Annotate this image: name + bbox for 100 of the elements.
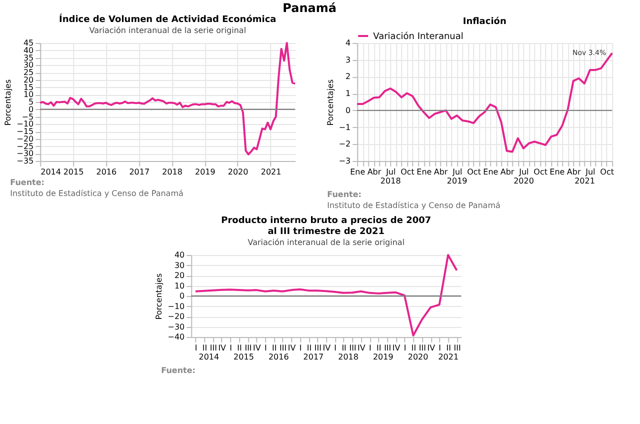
y-tick-label: 0	[180, 292, 185, 300]
x-tick-label: III	[384, 344, 392, 352]
x-tick-label: III	[349, 344, 356, 352]
x-tick-label: III	[210, 344, 217, 352]
line-series	[39, 42, 296, 156]
text: Variación Interanual	[373, 31, 464, 42]
y-tick-label: −35	[16, 156, 34, 166]
x-tick-label: II	[411, 344, 416, 352]
x-tick-label: III	[454, 344, 461, 352]
x-tick-label: 2014	[40, 168, 61, 176]
x-tick-label: Abr	[500, 168, 515, 176]
y-tick-label: −20	[16, 134, 34, 144]
x-tick-label: 2018	[162, 168, 182, 176]
y-tick-label: 20	[174, 271, 185, 280]
x2-tick-label: 2020	[514, 176, 534, 186]
x-tick-label: Abr	[566, 168, 582, 176]
y-tick-label: 10	[174, 281, 185, 290]
line-series	[194, 254, 458, 336]
y-axis-title: Porcentajes	[154, 273, 164, 320]
x-tick-label: 2020	[228, 168, 248, 176]
source-note: Fuente:	[10, 178, 44, 187]
y-tick-label: 3	[346, 55, 351, 64]
text: Panamá	[282, 1, 336, 15]
x-tick-label: II	[342, 344, 346, 352]
x2-tick-label: 2018	[338, 352, 358, 362]
x-tick-label: III	[280, 344, 287, 352]
x2-tick-label: 2017	[303, 352, 324, 362]
x2-tick-label: 2019	[446, 176, 468, 186]
y-tick-label: 45	[23, 38, 34, 48]
x-tick-label: I	[230, 344, 232, 352]
x-tick-label: IV	[218, 344, 227, 352]
y-tick-label: −30	[16, 149, 34, 158]
y-tick-label: −2	[338, 140, 351, 149]
x-tick-label: Oct	[600, 168, 614, 176]
x-tick-label: I	[194, 344, 198, 352]
x2-tick-label: 2018	[380, 176, 401, 186]
x-tick-label: Oct	[534, 168, 548, 176]
x-tick-label: III	[314, 344, 322, 352]
x-tick-label: II	[237, 344, 242, 352]
text: Instituto de Estadística y Censo de Panamá	[327, 201, 500, 210]
x-tick-label: Jul	[452, 168, 462, 176]
x-tick-label: I	[334, 344, 337, 352]
y-axis-title: Porcentajes	[326, 79, 335, 126]
x-tick-label: II	[272, 344, 277, 352]
source-note: Fuente:	[327, 190, 362, 199]
y-tick-label: 20	[23, 75, 34, 84]
x-tick-label: Abr	[367, 168, 382, 176]
y-tick-label: 40	[174, 250, 185, 260]
x-tick-label: II	[446, 344, 451, 352]
x-tick-label: Oct	[467, 168, 481, 176]
x-tick-label: I	[264, 344, 267, 352]
x2-tick-label: 2021	[438, 352, 459, 362]
x-tick-label: Ene	[350, 168, 366, 176]
x-tick-label: II	[202, 344, 208, 352]
y-tick-label: 35	[23, 53, 34, 62]
y-tick-label: 1	[346, 89, 351, 98]
x-tick-label: 2019	[194, 168, 216, 176]
x-tick-label: IV	[427, 344, 436, 352]
y-tick-label: −10	[168, 302, 185, 311]
text: Instituto de Estadística y Censo de Panamá	[10, 189, 184, 198]
x-tick-label: 2021	[260, 168, 282, 176]
y-tick-label: 10	[23, 90, 34, 100]
x-tick-label: III	[244, 344, 252, 352]
x2-tick-label: 2019	[372, 352, 394, 362]
y-tick-label: 0	[28, 104, 34, 114]
y-tick-label: −10	[16, 120, 34, 129]
x2-tick-label: 2015	[234, 352, 254, 362]
x-tick-label: I	[438, 344, 442, 352]
y-tick-label: 30	[174, 260, 185, 270]
y-tick-label: 5	[28, 98, 34, 106]
y-tick-label: −20	[168, 312, 185, 321]
y-tick-label: −30	[168, 322, 185, 332]
x-tick-label: Jul	[518, 168, 529, 176]
x-tick-label: I	[404, 344, 406, 352]
x-tick-label: Jul	[385, 168, 396, 176]
x-tick-label: Ene	[483, 168, 498, 176]
y-tick-label: 2	[346, 72, 351, 82]
x-tick-label: IV	[322, 344, 332, 352]
y-tick-label: 40	[23, 46, 34, 55]
y-axis-title: Porcentajes	[4, 79, 13, 126]
chart-title: Índice de Volumen de Actividad Económica	[59, 13, 276, 25]
x-tick-label: I	[299, 344, 302, 352]
x-tick-label: II	[306, 344, 312, 352]
y-tick-label: −25	[16, 142, 34, 151]
y-tick-label: 15	[23, 82, 34, 92]
chart-subtitle: Variación interanual de la serie original	[89, 26, 246, 35]
chart-subtitle: Variación interanual de la serie original	[248, 238, 405, 247]
x-tick-label: Abr	[434, 168, 448, 176]
y-tick-label: 4	[346, 38, 351, 48]
x-tick-label: IV	[358, 344, 366, 352]
x2-tick-label: 2020	[408, 352, 428, 362]
chart-title: Producto interno bruto a precios de 2007 al III trimestre de 2021	[221, 216, 432, 237]
x-tick-label: Oct	[400, 168, 414, 176]
x-tick-label: 2016	[96, 168, 117, 176]
x-tick-label: IV	[288, 344, 296, 352]
y-tick-label: −5	[22, 112, 34, 122]
x2-tick-label: 2016	[268, 352, 289, 362]
x-tick-label: IV	[392, 344, 401, 352]
x-tick-label: II	[376, 344, 382, 352]
x-tick-label: IV	[253, 344, 262, 352]
